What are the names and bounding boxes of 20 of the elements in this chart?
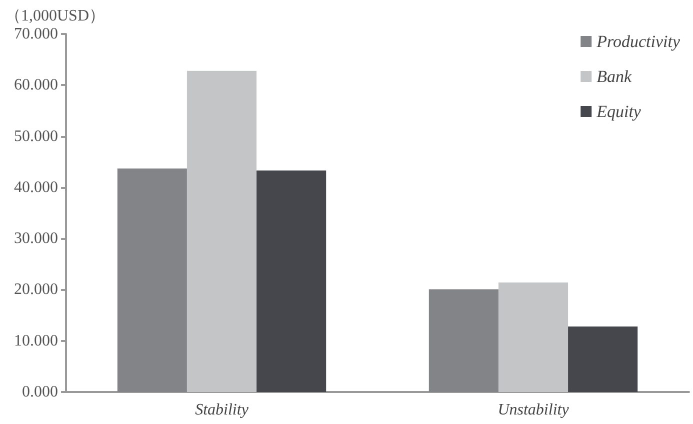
bar: [186, 70, 257, 392]
legend-label: Equity: [596, 102, 642, 121]
y-tick-label: 50.000: [14, 128, 58, 145]
bar: [428, 289, 498, 392]
y-tick-label: 30.000: [14, 230, 58, 248]
y-tick-label: 10.000: [14, 332, 58, 350]
y-tick-label: 0.000: [22, 384, 58, 400]
y-tick-label: 60.000: [14, 76, 58, 94]
y-axis-title: （1,000USD）: [4, 8, 106, 24]
legend-label: Bank: [596, 67, 632, 86]
bar: [498, 282, 568, 392]
bar: [568, 326, 638, 392]
y-tick-label: 70.000: [14, 26, 58, 42]
x-tick-label: Unstability: [498, 402, 570, 418]
legend-label: Productivity: [596, 32, 680, 51]
bar: [256, 170, 326, 392]
x-tick-label: Stability: [195, 402, 250, 418]
y-tick-label: 40.000: [14, 178, 58, 196]
y-tick-label: 20.000: [14, 281, 58, 298]
bar: [117, 168, 187, 392]
